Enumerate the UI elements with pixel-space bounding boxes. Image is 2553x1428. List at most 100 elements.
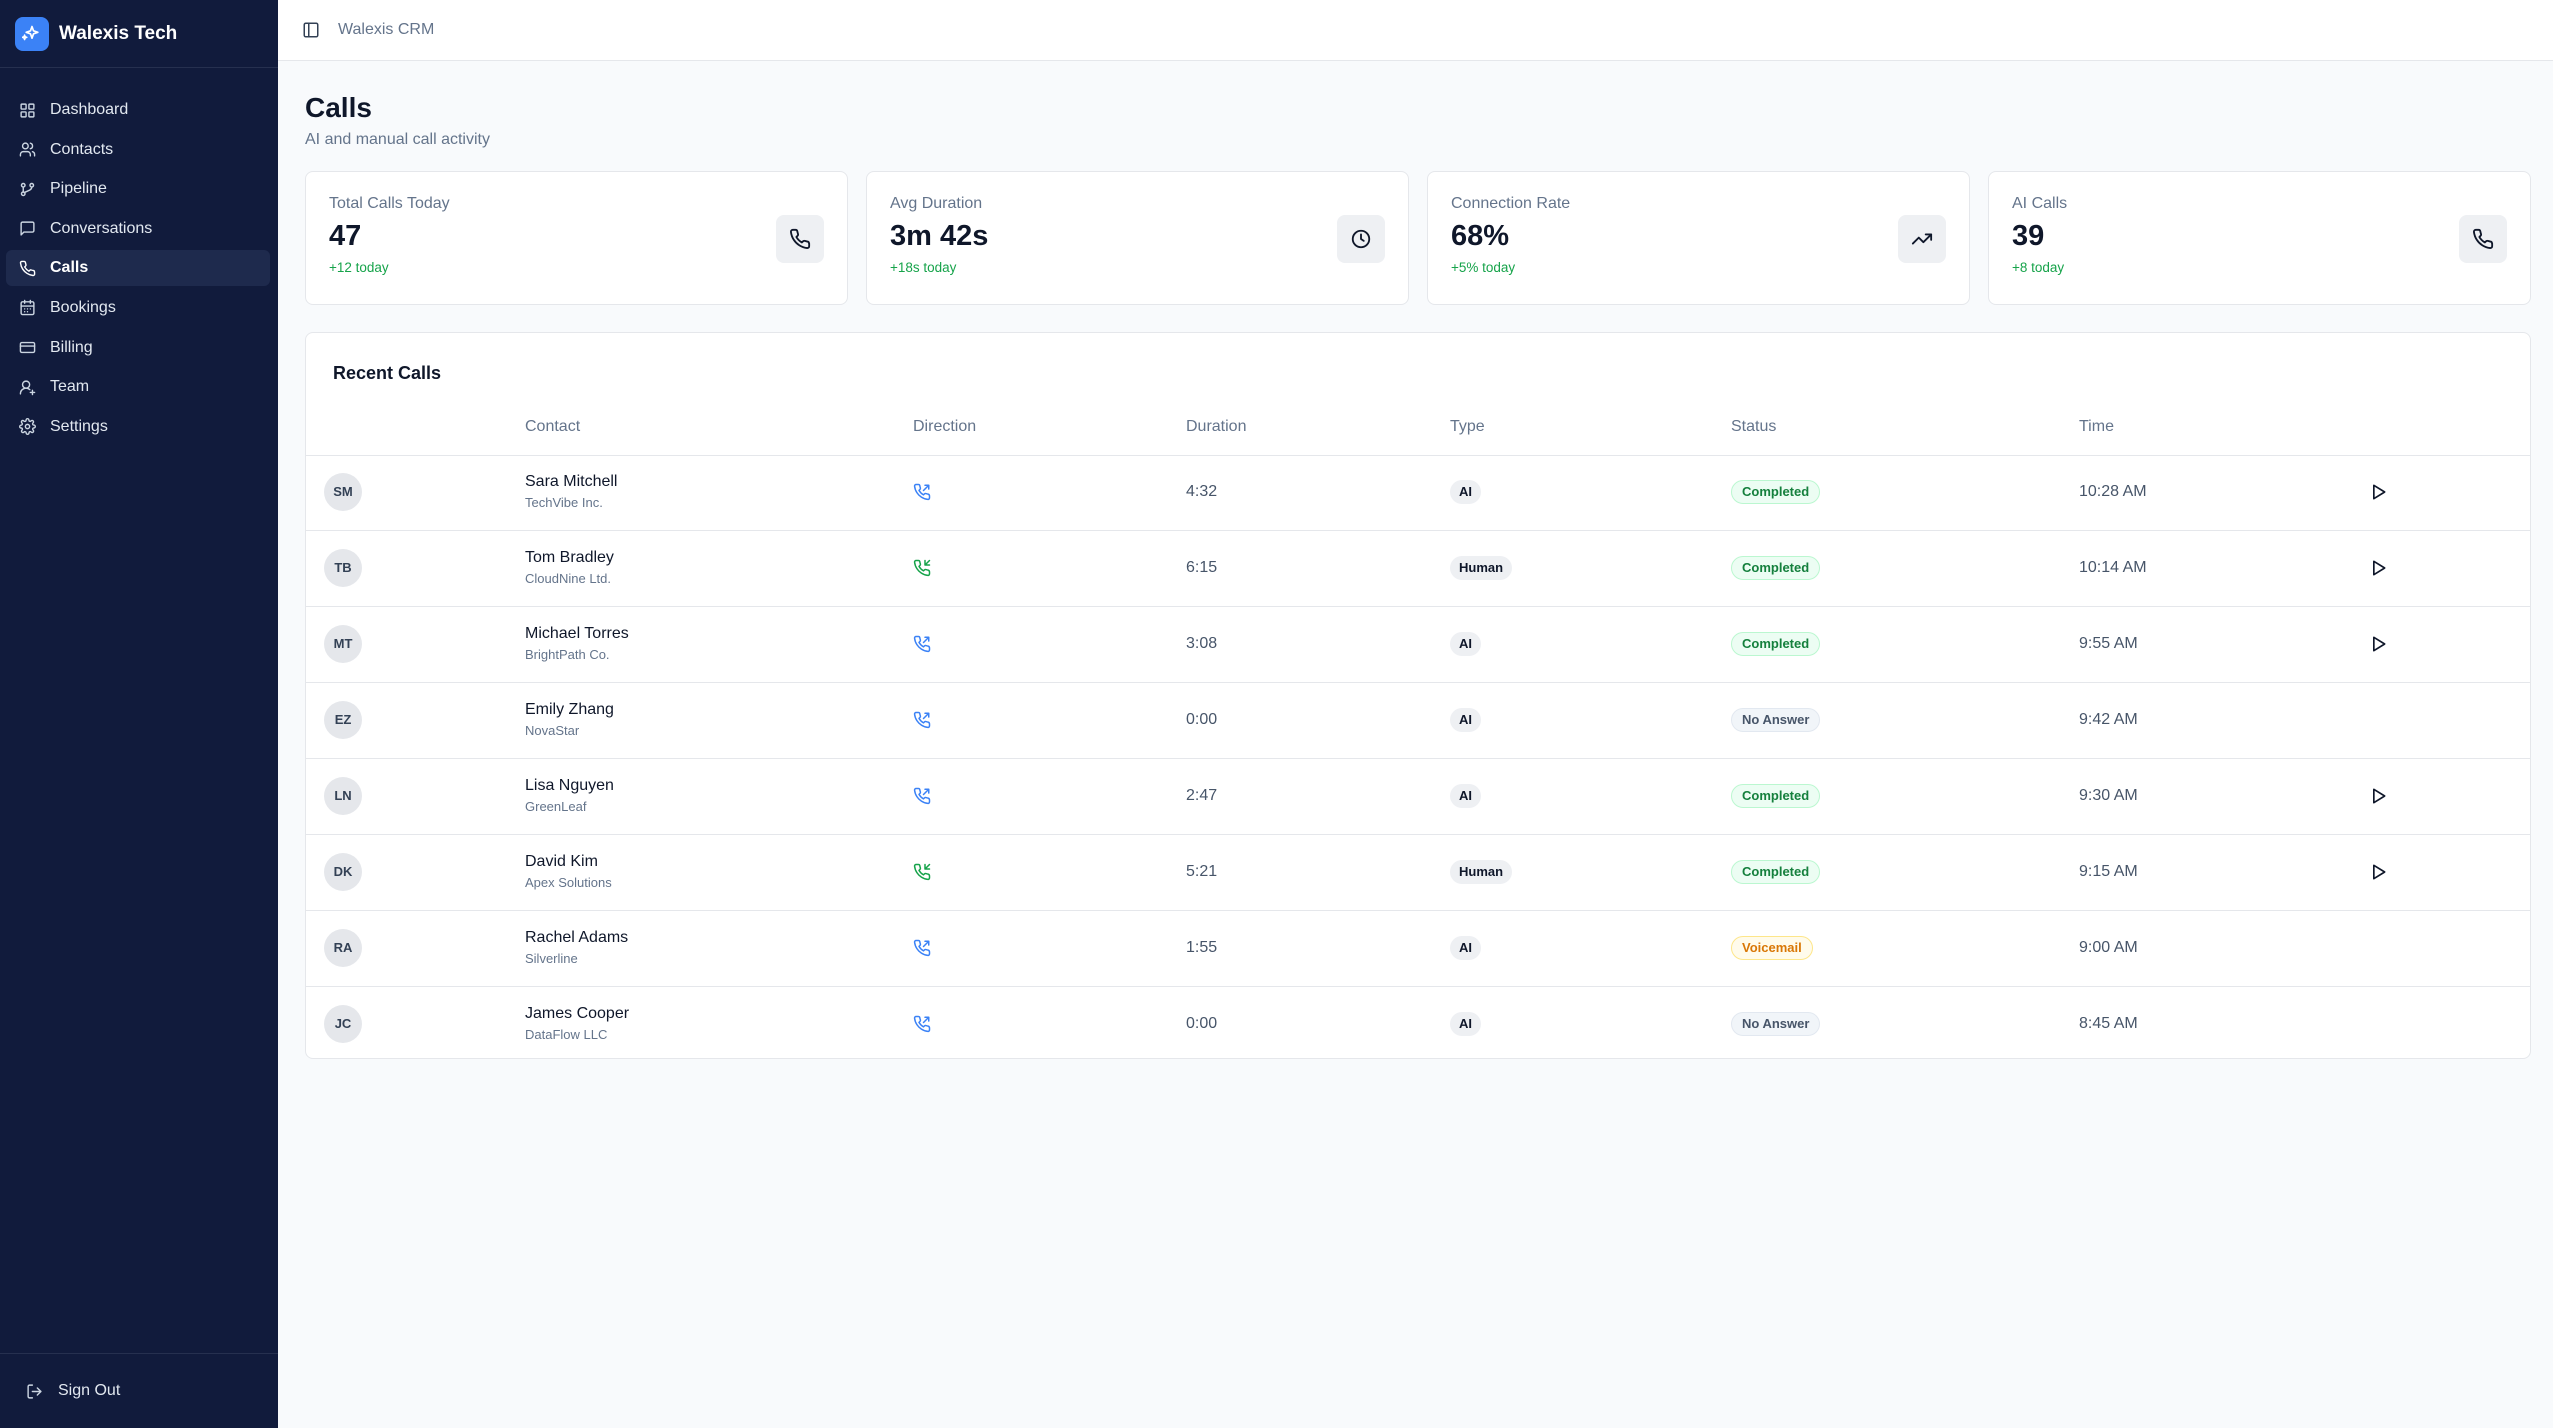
call-duration: 0:00	[1186, 1014, 1218, 1032]
phone-outgoing-icon	[913, 483, 931, 500]
stat-card-connection-rate: Connection Rate 68% +5% today	[1427, 170, 1970, 305]
sidebar-item-label: Billing	[50, 338, 93, 356]
sidebar-item-settings[interactable]: Settings	[6, 409, 270, 445]
play-recording-icon[interactable]	[2368, 786, 2388, 806]
recent-calls-card: Recent Calls Contact Direction Duration …	[305, 331, 2531, 1059]
brand-logo-icon	[15, 16, 49, 51]
contact-company: Silverline	[525, 950, 578, 966]
contact-company: NovaStar	[525, 722, 580, 738]
sidebar-item-pipeline[interactable]: Pipeline	[6, 171, 270, 207]
avatar: LN	[324, 776, 362, 815]
table-row[interactable]: RA Rachel Adams Silverline 1:55 AI Voicemail 9…	[306, 911, 2530, 987]
sidebar-item-contacts[interactable]: Contacts	[6, 132, 270, 168]
sign-out-button[interactable]: Sign Out	[26, 1382, 120, 1400]
stat-delta: +12 today	[329, 259, 389, 275]
contact-name[interactable]: James Cooper	[525, 1004, 630, 1022]
stat-delta: +8 today	[2012, 259, 2065, 275]
column-header-type[interactable]: Type	[1450, 417, 1485, 435]
sidebar-toggle-icon[interactable]	[302, 21, 320, 39]
brand-name: Walexis Tech	[59, 22, 178, 44]
dashboard-icon	[20, 102, 35, 118]
table-row[interactable]: JC James Cooper DataFlow LLC 0:00 AI No Answe…	[306, 987, 2530, 1058]
table-row[interactable]: DK David Kim Apex Solutions 5:21 Human Comple…	[306, 835, 2530, 911]
call-type-badge: Human	[1450, 859, 1513, 884]
table-row[interactable]: EZ Emily Zhang NovaStar 0:00 AI No Answer 9:42…	[306, 683, 2530, 759]
stat-card-avg-duration: Avg Duration 3m 42s +18s today	[866, 170, 1409, 305]
stat-delta: +5% today	[1451, 259, 1516, 275]
pipeline-icon	[20, 182, 35, 196]
call-duration: 3:08	[1186, 634, 1218, 652]
recent-calls-title: Recent Calls	[333, 362, 442, 383]
contact-name[interactable]: David Kim	[525, 852, 598, 870]
status-badge: Completed	[1731, 555, 1821, 580]
phone-outgoing-icon	[913, 1015, 931, 1032]
sidebar-item-billing[interactable]: Billing	[6, 330, 270, 366]
contact-company: GreenLeaf	[525, 798, 587, 814]
conversations-icon	[20, 221, 35, 236]
sidebar-item-bookings[interactable]: Bookings	[6, 290, 270, 326]
contact-name[interactable]: Emily Zhang	[525, 700, 614, 718]
sidebar-item-team[interactable]: Team	[6, 369, 270, 405]
avatar: EZ	[324, 700, 362, 739]
sidebar-item-label: Bookings	[50, 298, 116, 316]
sign-out-label: Sign Out	[58, 1382, 121, 1399]
sidebar-footer: Sign Out	[0, 1353, 278, 1428]
status-badge: No Answer	[1731, 1011, 1821, 1036]
call-duration: 4:32	[1186, 482, 1218, 500]
sidebar-item-label: Pipeline	[50, 180, 107, 198]
contact-company: BrightPath Co.	[525, 646, 610, 662]
play-recording-icon[interactable]	[2368, 862, 2388, 882]
phone-incoming-icon	[913, 559, 931, 576]
avatar: DK	[324, 852, 362, 891]
trending-up-icon	[1898, 214, 1946, 263]
play-recording-icon[interactable]	[2368, 482, 2388, 502]
phone-outgoing-icon	[913, 787, 931, 804]
sidebar-item-dashboard[interactable]: Dashboard	[6, 92, 270, 128]
stat-value: 68%	[1451, 219, 1510, 252]
stat-value: 47	[329, 219, 362, 252]
topbar: Walexis CRM	[278, 0, 2553, 61]
column-header-duration[interactable]: Duration	[1186, 417, 1247, 435]
avatar: SM	[324, 472, 362, 511]
status-badge: Completed	[1731, 783, 1821, 808]
play-recording-icon[interactable]	[2368, 558, 2388, 578]
phone-outgoing-icon	[913, 939, 931, 956]
call-time: 9:00 AM	[2079, 938, 2138, 956]
contact-company: CloudNine Ltd.	[525, 570, 611, 586]
avatar: RA	[324, 928, 362, 967]
stat-card-total-calls: Total Calls Today 47 +12 today	[305, 170, 848, 305]
main-content: Calls AI and manual call activity Total …	[305, 61, 2531, 1059]
sidebar-item-label: Team	[50, 378, 90, 396]
contact-name[interactable]: Sara Mitchell	[525, 472, 618, 490]
column-header-contact[interactable]: Contact	[525, 417, 581, 435]
stat-label: Connection Rate	[1451, 194, 1571, 212]
contact-name[interactable]: Michael Torres	[525, 624, 629, 642]
contact-name[interactable]: Lisa Nguyen	[525, 776, 614, 794]
call-time: 8:45 AM	[2079, 1014, 2138, 1032]
sidebar-item-calls[interactable]: Calls	[6, 250, 270, 287]
table-row[interactable]: SM Sara Mitchell TechVibe Inc. 4:32 AI Comple…	[306, 455, 2530, 531]
table-row[interactable]: LN Lisa Nguyen GreenLeaf 2:47 AI Completed 9:3…	[306, 759, 2530, 835]
contact-name[interactable]: Tom Bradley	[525, 548, 614, 566]
column-header-status[interactable]: Status	[1731, 417, 1777, 435]
table-row[interactable]: TB Tom Bradley CloudNine Ltd. 6:15 Human Comp…	[306, 531, 2530, 607]
column-header-time[interactable]: Time	[2079, 417, 2114, 435]
call-type-badge: AI	[1450, 479, 1481, 504]
call-duration: 1:55	[1186, 938, 1218, 956]
call-type-badge: AI	[1450, 935, 1481, 960]
contact-name[interactable]: Rachel Adams	[525, 928, 629, 946]
call-time: 9:55 AM	[2079, 634, 2138, 652]
sidebar-item-conversations[interactable]: Conversations	[6, 211, 270, 247]
call-duration: 0:00	[1186, 710, 1218, 728]
calendar-icon	[20, 300, 35, 316]
brand-header[interactable]: Walexis Tech	[0, 0, 278, 68]
contact-company: TechVibe Inc.	[525, 494, 603, 510]
table-body: SM Sara Mitchell TechVibe Inc. 4:32 AI Comple…	[306, 455, 2530, 1058]
table-row[interactable]: MT Michael Torres BrightPath Co. 3:08 AI Comp…	[306, 607, 2530, 683]
status-badge: Completed	[1731, 479, 1821, 504]
stat-delta: +18s today	[890, 259, 957, 275]
logout-icon	[27, 1383, 42, 1399]
column-header-direction[interactable]: Direction	[913, 417, 977, 435]
avatar: JC	[324, 1004, 362, 1043]
play-recording-icon[interactable]	[2368, 634, 2388, 654]
